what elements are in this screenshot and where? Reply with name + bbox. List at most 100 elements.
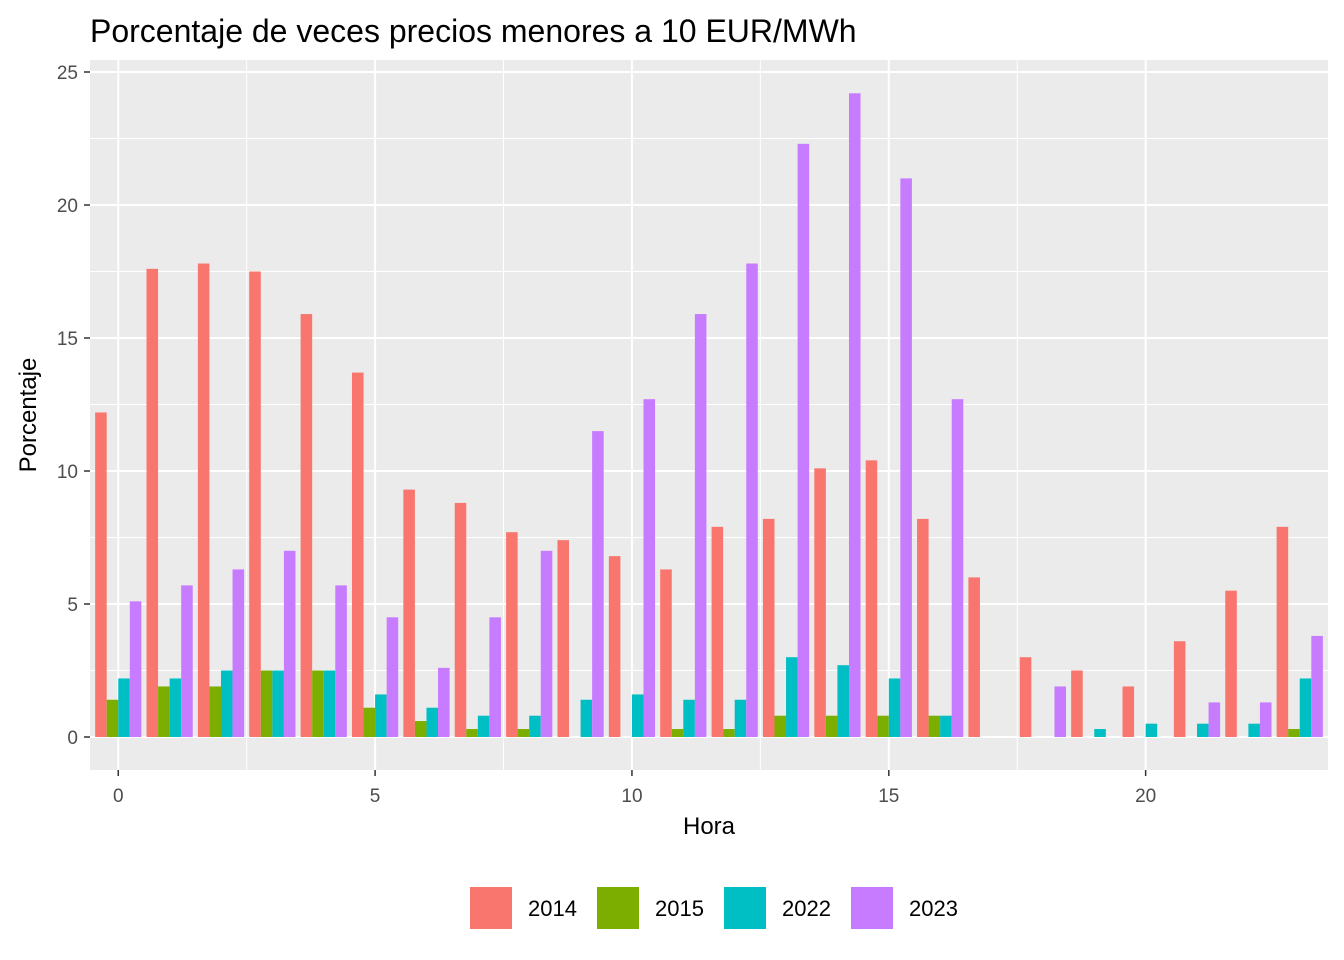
- bar-2022-hora-20: [1145, 723, 1158, 737]
- bar-2023-hora-21: [1208, 702, 1221, 737]
- chart-title: Porcentaje de veces precios menores a 10…: [90, 13, 857, 49]
- bar-2022-hora-15: [888, 678, 901, 737]
- legend-label-2022: 2022: [782, 896, 831, 921]
- grid-lines: [90, 60, 1328, 770]
- y-axis-ticks: 0 5 10 15 20 25: [57, 63, 90, 749]
- bar-2014-hora-9: [557, 540, 570, 737]
- bar-2022-hora-4: [323, 670, 336, 737]
- x-tick-label: 5: [370, 786, 381, 807]
- bar-2014-hora-16: [917, 518, 929, 737]
- bar-2023-hora-12: [746, 263, 758, 737]
- bars: [95, 93, 1323, 737]
- legend-key-2023: [851, 887, 893, 929]
- bar-2014-hora-5: [351, 372, 364, 737]
- bar-2023-hora-14: [848, 93, 861, 737]
- bar-2014-hora-13: [762, 518, 775, 737]
- legend-key-2015: [597, 887, 639, 929]
- bar-2014-hora-0: [95, 412, 107, 737]
- x-axis-ticks: 0 5 10 15 20: [113, 770, 1156, 807]
- bar-2022-hora-2: [220, 670, 233, 737]
- bar-2022-hora-0: [118, 678, 130, 737]
- bar-2015-hora-12: [723, 729, 735, 737]
- bar-2023-hora-10: [643, 399, 656, 737]
- bar-2023-hora-13: [797, 143, 810, 737]
- bar-2023-hora-18: [1054, 686, 1067, 737]
- y-tick-label: 15: [57, 329, 78, 350]
- bar-2023-hora-22: [1259, 702, 1272, 737]
- bar-2015-hora-15: [877, 715, 889, 737]
- bar-2023-hora-8: [540, 550, 553, 737]
- bar-2023-hora-23: [1311, 635, 1323, 737]
- bar-2014-hora-20: [1122, 686, 1135, 737]
- bar-2015-hora-0: [106, 699, 119, 737]
- bar-2015-hora-23: [1288, 729, 1300, 737]
- bar-2022-hora-14: [837, 665, 849, 737]
- bar-2022-hora-1: [169, 678, 182, 737]
- bar-2014-hora-21: [1173, 641, 1186, 737]
- bar-2014-hora-8: [506, 532, 518, 737]
- bar-2022-hora-7: [477, 715, 490, 737]
- bar-2023-hora-1: [181, 585, 193, 737]
- bar-2023-hora-15: [900, 178, 912, 737]
- bar-2022-hora-5: [375, 694, 387, 737]
- bar-2014-hora-15: [865, 460, 878, 737]
- x-axis-label: Hora: [683, 813, 736, 840]
- bar-2022-hora-22: [1248, 723, 1260, 737]
- bar-2015-hora-5: [363, 707, 376, 737]
- bar-2015-hora-2: [209, 686, 221, 737]
- bar-2022-hora-16: [940, 715, 952, 737]
- bar-2014-hora-14: [814, 468, 826, 737]
- bar-2022-hora-19: [1094, 729, 1106, 737]
- bar-2022-hora-6: [426, 707, 439, 737]
- bar-2022-hora-21: [1197, 723, 1209, 737]
- bar-2022-hora-11: [683, 699, 695, 737]
- bar-2014-hora-4: [300, 314, 313, 737]
- legend-label-2023: 2023: [909, 896, 958, 921]
- legend-key-2022: [724, 887, 766, 929]
- y-tick-label: 10: [57, 462, 78, 483]
- bar-2023-hora-5: [386, 617, 399, 737]
- bar-2015-hora-14: [825, 715, 838, 737]
- bar-2014-hora-2: [197, 263, 210, 737]
- bar-2022-hora-3: [272, 670, 284, 737]
- bar-2023-hora-2: [232, 569, 245, 737]
- bar-2022-hora-8: [529, 715, 541, 737]
- bar-2022-hora-23: [1299, 678, 1312, 737]
- bar-2015-hora-11: [671, 729, 684, 737]
- bar-2014-hora-17: [968, 577, 980, 737]
- bar-2014-hora-22: [1225, 590, 1237, 737]
- bar-2014-hora-11: [660, 569, 672, 737]
- bar-2014-hora-12: [711, 526, 724, 737]
- bar-2015-hora-7: [466, 729, 478, 737]
- bar-2015-hora-1: [158, 686, 170, 737]
- bar-2014-hora-18: [1019, 657, 1032, 737]
- bar-2015-hora-6: [414, 721, 427, 737]
- bar-2014-hora-1: [146, 268, 159, 737]
- bar-2023-hora-3: [283, 550, 296, 737]
- legend-key-2014: [470, 887, 512, 929]
- legend: 2014 2015 2022 2023: [470, 887, 958, 929]
- legend-label-2015: 2015: [655, 896, 704, 921]
- bar-2023-hora-6: [438, 667, 450, 737]
- y-tick-label: 5: [67, 595, 78, 616]
- x-tick-label: 20: [1135, 786, 1156, 807]
- y-tick-label: 0: [67, 728, 78, 749]
- bar-2023-hora-7: [489, 617, 501, 737]
- bar-2022-hora-10: [631, 694, 644, 737]
- y-tick-label: 25: [57, 63, 78, 84]
- bar-2023-hora-11: [694, 314, 707, 737]
- legend-label-2014: 2014: [528, 896, 577, 921]
- bar-2015-hora-13: [774, 715, 787, 737]
- y-tick-label: 20: [57, 196, 78, 217]
- x-tick-label: 0: [113, 786, 124, 807]
- bar-2015-hora-8: [517, 729, 530, 737]
- bar-2015-hora-3: [260, 670, 273, 737]
- x-tick-label: 15: [878, 786, 899, 807]
- bar-2023-hora-16: [951, 399, 964, 737]
- bar-2014-hora-23: [1276, 526, 1289, 737]
- y-axis-label: Porcentaje: [15, 358, 42, 473]
- bar-2022-hora-9: [580, 699, 593, 737]
- bar-2015-hora-16: [928, 715, 941, 737]
- plot-panel: [90, 60, 1328, 770]
